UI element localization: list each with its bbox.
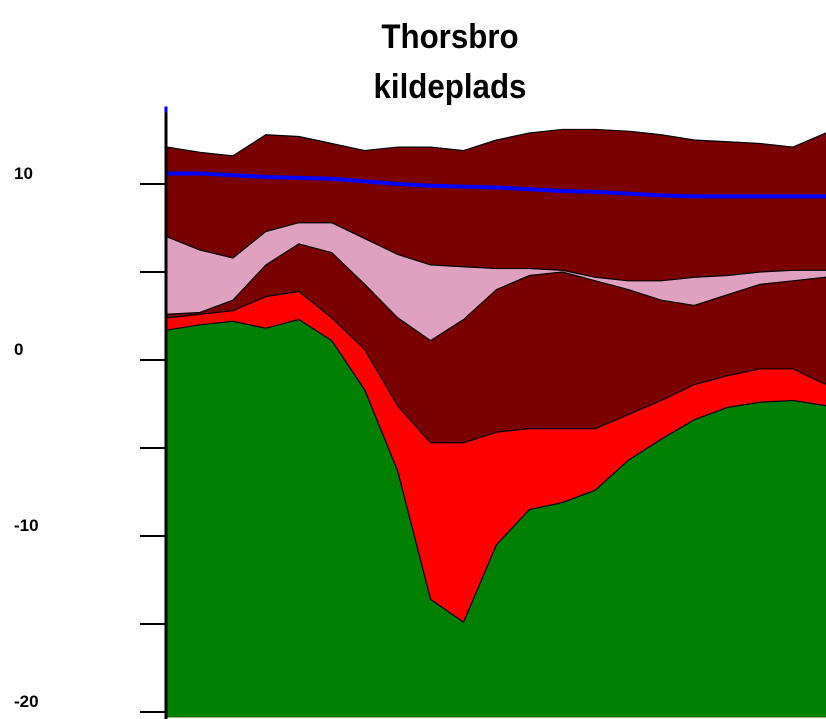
y-tick-label: -10 — [14, 516, 39, 535]
layer-boundary — [166, 243, 826, 342]
layer — [167, 319, 826, 718]
chart-title: Thorsbro — [381, 17, 518, 56]
layer-boundary — [166, 222, 826, 282]
y-tick-label: -20 — [14, 692, 39, 711]
y-tick-label: 0 — [14, 340, 23, 359]
layer-boundary — [166, 128, 826, 157]
water-table — [167, 171, 826, 199]
layer-boundary — [166, 290, 826, 444]
y-tick-label: 10 — [14, 164, 33, 183]
chart-title: kildeplads — [374, 67, 527, 106]
layer-boundary — [166, 318, 826, 624]
